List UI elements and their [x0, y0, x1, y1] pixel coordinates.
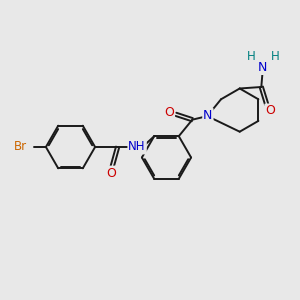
Text: O: O [164, 106, 174, 119]
Text: O: O [266, 104, 275, 118]
Text: NH: NH [128, 140, 146, 154]
Text: N: N [258, 61, 268, 74]
Text: O: O [107, 167, 116, 180]
Text: N: N [203, 109, 213, 122]
Text: H: H [271, 50, 280, 63]
Text: Br: Br [14, 140, 27, 154]
Text: H: H [246, 50, 255, 63]
